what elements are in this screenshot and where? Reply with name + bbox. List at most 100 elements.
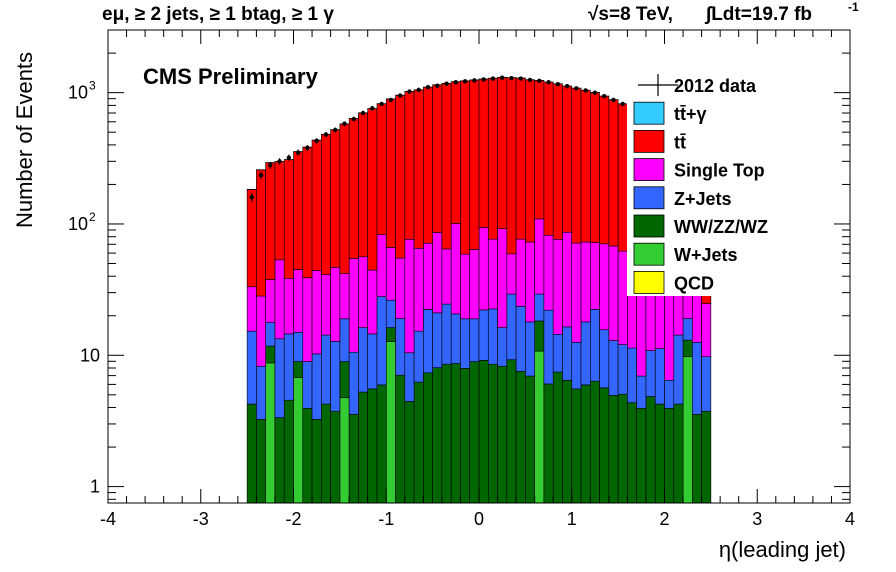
bar-ww-zz-wz bbox=[617, 393, 628, 504]
data-point bbox=[472, 78, 477, 83]
data-marker bbox=[416, 87, 421, 93]
bar-z-jets bbox=[617, 344, 628, 395]
bar-ww-zz-wz bbox=[367, 388, 378, 504]
data-marker bbox=[564, 83, 570, 89]
bar-ww-zz-wz bbox=[627, 402, 637, 504]
data-point bbox=[611, 97, 616, 103]
bar-single-top bbox=[367, 269, 378, 335]
bar-z-jets bbox=[274, 338, 285, 418]
bar-single-top bbox=[562, 231, 573, 328]
data-point bbox=[602, 93, 607, 99]
bar-single-top bbox=[265, 279, 276, 323]
data-marker bbox=[370, 106, 375, 111]
bar-z-jets bbox=[395, 318, 406, 376]
bar-single-top bbox=[478, 227, 489, 311]
data-point bbox=[351, 116, 356, 122]
bar-ww-zz-wz bbox=[265, 345, 276, 364]
bar-z-jets bbox=[293, 332, 304, 362]
legend-swatch bbox=[633, 101, 665, 125]
x-tick-label: 0 bbox=[474, 509, 484, 529]
legend-swatch bbox=[633, 129, 665, 153]
data-marker bbox=[583, 88, 588, 93]
bar-w-jets bbox=[265, 362, 276, 504]
bar-z-jets bbox=[534, 293, 545, 322]
y-tick-label: 10 bbox=[80, 345, 100, 365]
bar-tt bbox=[330, 129, 341, 268]
cms-preliminary-label: CMS Preliminary bbox=[143, 64, 319, 89]
legend-entry: WW/ZZ/WZ bbox=[633, 214, 768, 238]
bar-tt bbox=[283, 159, 294, 279]
bar-z-jets bbox=[246, 330, 257, 405]
bar-ww-zz-wz bbox=[460, 368, 471, 504]
legend-label: tt̄ bbox=[674, 132, 686, 152]
bar-single-top bbox=[302, 277, 313, 362]
bar-tt bbox=[376, 103, 387, 235]
data-point bbox=[444, 81, 449, 86]
data-point bbox=[537, 78, 542, 84]
bar-single-top bbox=[617, 250, 628, 345]
bar-z-jets bbox=[608, 340, 619, 396]
bar-ww-zz-wz bbox=[246, 403, 257, 504]
bar-tt bbox=[367, 108, 378, 271]
bar-tt bbox=[552, 83, 563, 240]
bar-tt bbox=[534, 80, 545, 220]
energy-header: √s=8 TeV, bbox=[588, 4, 673, 25]
bar-z-jets bbox=[348, 351, 359, 415]
bar-ww-zz-wz bbox=[552, 371, 563, 504]
bar-tt bbox=[580, 89, 591, 243]
bar-single-top bbox=[469, 249, 480, 320]
data-marker bbox=[574, 86, 579, 91]
x-tick-label: 2 bbox=[659, 509, 669, 529]
bar-ww-zz-wz bbox=[487, 363, 498, 504]
bar-single-top bbox=[534, 218, 545, 295]
data-point bbox=[490, 76, 496, 81]
legend-entry: Single Top bbox=[633, 158, 765, 182]
bar-single-top bbox=[358, 256, 368, 328]
data-point bbox=[388, 97, 394, 103]
data-marker bbox=[537, 78, 542, 84]
data-point bbox=[546, 80, 551, 85]
bar-single-top bbox=[608, 245, 619, 341]
data-point bbox=[286, 154, 292, 161]
bar-single-top bbox=[321, 274, 331, 336]
bar-z-jets bbox=[562, 326, 573, 381]
bar-single-top bbox=[376, 234, 387, 297]
data-marker bbox=[407, 89, 412, 94]
bar-z-jets bbox=[627, 347, 637, 404]
bar-z-jets bbox=[469, 318, 480, 362]
bar-z-jets bbox=[589, 309, 600, 382]
bar-z-jets bbox=[701, 356, 712, 412]
bar-z-jets bbox=[450, 313, 461, 364]
bar-tt bbox=[589, 92, 600, 243]
bar-z-jets bbox=[478, 309, 489, 361]
bar-tt bbox=[395, 94, 406, 259]
bar-z-jets bbox=[413, 330, 424, 383]
bar-tt bbox=[599, 95, 610, 245]
data-point bbox=[333, 127, 338, 133]
data-marker bbox=[453, 80, 459, 85]
bar-z-jets bbox=[311, 353, 322, 420]
data-marker bbox=[620, 101, 625, 107]
bar-z-jets bbox=[404, 352, 415, 402]
data-point bbox=[481, 77, 486, 82]
bar-ww-zz-wz bbox=[673, 403, 684, 504]
bar-z-jets bbox=[552, 333, 563, 373]
bar-z-jets bbox=[664, 379, 675, 409]
bar-z-jets bbox=[682, 318, 693, 341]
luminosity-header: ∫Ldt=19.7 fb bbox=[704, 4, 812, 25]
data-point bbox=[453, 80, 459, 85]
legend-label: QCD bbox=[674, 273, 714, 293]
data-marker bbox=[351, 116, 356, 122]
data-marker bbox=[592, 90, 598, 95]
bar-ww-zz-wz bbox=[515, 371, 526, 504]
bar-z-jets bbox=[497, 327, 508, 367]
bar-z-jets bbox=[692, 342, 702, 415]
bar-z-jets bbox=[265, 322, 276, 347]
bar-single-top bbox=[599, 243, 610, 331]
bar-z-jets bbox=[460, 318, 471, 369]
bar-tt bbox=[460, 80, 471, 255]
bar-single-top bbox=[497, 228, 508, 328]
bar-ww-zz-wz bbox=[645, 396, 656, 504]
bar-ww-zz-wz bbox=[339, 361, 350, 399]
bar-w-jets bbox=[339, 397, 350, 504]
